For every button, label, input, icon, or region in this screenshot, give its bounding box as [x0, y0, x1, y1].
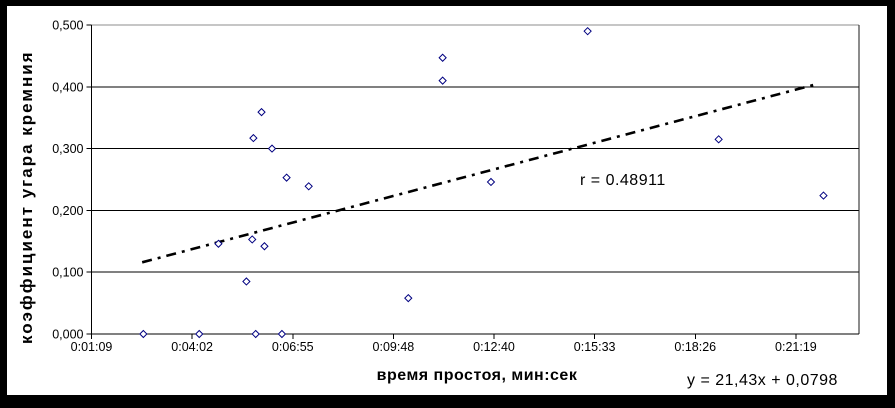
y-tick-label: 0,200 — [52, 204, 83, 218]
y-axis-title: коэффициент угара кремния — [17, 50, 36, 344]
y-tick-label: 0,000 — [52, 328, 83, 342]
trendline — [141, 82, 819, 264]
x-tick-label: 0:18:26 — [674, 340, 716, 354]
x-tick-label: 0:09:48 — [373, 340, 415, 354]
data-point-marker — [277, 329, 287, 339]
data-point-marker — [267, 144, 277, 153]
data-point-marker — [139, 329, 148, 339]
x-axis-title: время простоя, мин:сек — [376, 367, 578, 384]
data-point-marker — [260, 242, 269, 251]
x-tick-label: 0:06:55 — [272, 340, 314, 354]
chart-background — [7, 6, 887, 395]
data-point-marker — [257, 107, 266, 117]
data-point-marker — [714, 135, 723, 144]
x-tick-label: 0:12:40 — [473, 340, 515, 354]
data-point-marker — [248, 235, 257, 244]
data-point-marker — [583, 26, 592, 36]
x-tick-label: 0:15:33 — [574, 340, 616, 354]
data-point-marker — [486, 177, 496, 187]
x-tick-label: 0:04:02 — [171, 340, 213, 354]
y-tick-label: 0,500 — [52, 19, 83, 33]
data-point-marker — [249, 133, 258, 143]
data-point-marker — [214, 239, 223, 248]
y-tick-label: 0,100 — [52, 266, 83, 280]
data-point-marker — [282, 173, 291, 182]
data-point-marker — [438, 76, 447, 85]
correlation-annotation: r = 0.48911 — [580, 172, 666, 189]
data-point-marker — [404, 293, 413, 303]
data-point-marker — [819, 191, 828, 200]
data-point-marker — [304, 182, 313, 191]
x-tick-label: 0:01:09 — [71, 340, 113, 354]
equation-annotation: y = 21,43x + 0,0798 — [687, 372, 838, 389]
data-point-marker — [438, 53, 447, 62]
x-tick-label: 0:21:19 — [775, 340, 817, 354]
data-point-marker — [242, 277, 251, 286]
y-tick-label: 0,400 — [52, 80, 83, 94]
y-tick-label: 0,300 — [52, 142, 83, 156]
data-point-marker — [195, 329, 204, 339]
data-point-marker — [251, 329, 260, 339]
